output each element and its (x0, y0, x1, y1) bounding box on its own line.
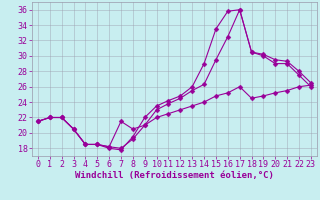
X-axis label: Windchill (Refroidissement éolien,°C): Windchill (Refroidissement éolien,°C) (75, 171, 274, 180)
